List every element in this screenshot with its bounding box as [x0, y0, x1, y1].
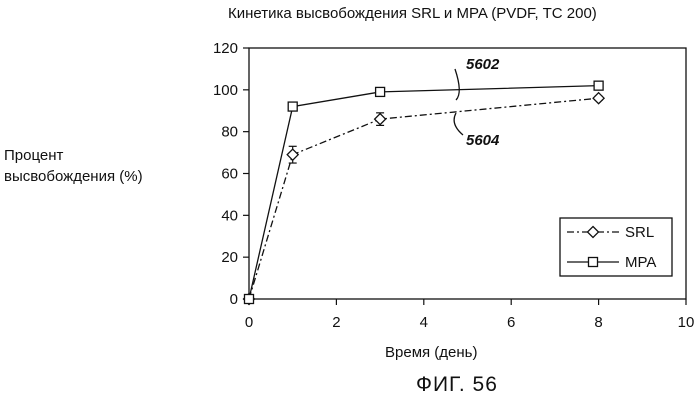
x-tick-label: 4: [420, 314, 428, 331]
annotation-label-5602: 5602: [466, 56, 500, 73]
annotation-leader-5602: [455, 69, 459, 100]
annotation-label-5604: 5604: [466, 132, 500, 149]
data-point-srl: [287, 149, 298, 160]
data-point-srl: [593, 93, 604, 104]
data-point-mpa: [594, 81, 603, 90]
data-point-mpa: [376, 87, 385, 96]
series-line-mpa: [249, 86, 599, 299]
x-tick-label: 0: [245, 314, 253, 331]
x-tick-label: 2: [332, 314, 340, 331]
x-tick-label: 10: [678, 314, 695, 331]
y-tick-label: 80: [221, 124, 238, 141]
x-tick-label: 6: [507, 314, 515, 331]
y-tick-label: 20: [221, 249, 238, 266]
data-point-mpa: [288, 102, 297, 111]
y-tick-label: 40: [221, 207, 238, 224]
data-point-mpa: [245, 295, 254, 304]
legend-marker-mpa: [589, 258, 598, 267]
x-tick-label: 8: [594, 314, 602, 331]
data-point-srl: [375, 114, 386, 125]
series-line-srl: [249, 98, 599, 299]
annotation-leader-5604: [454, 113, 463, 135]
y-tick-label: 60: [221, 166, 238, 183]
legend-label-mpa: MPA: [625, 254, 656, 271]
y-tick-label: 0: [230, 291, 238, 308]
legend-label-srl: SRL: [625, 224, 654, 241]
series-srl: [244, 93, 605, 305]
y-tick-label: 100: [213, 82, 238, 99]
y-tick-label: 120: [213, 40, 238, 57]
